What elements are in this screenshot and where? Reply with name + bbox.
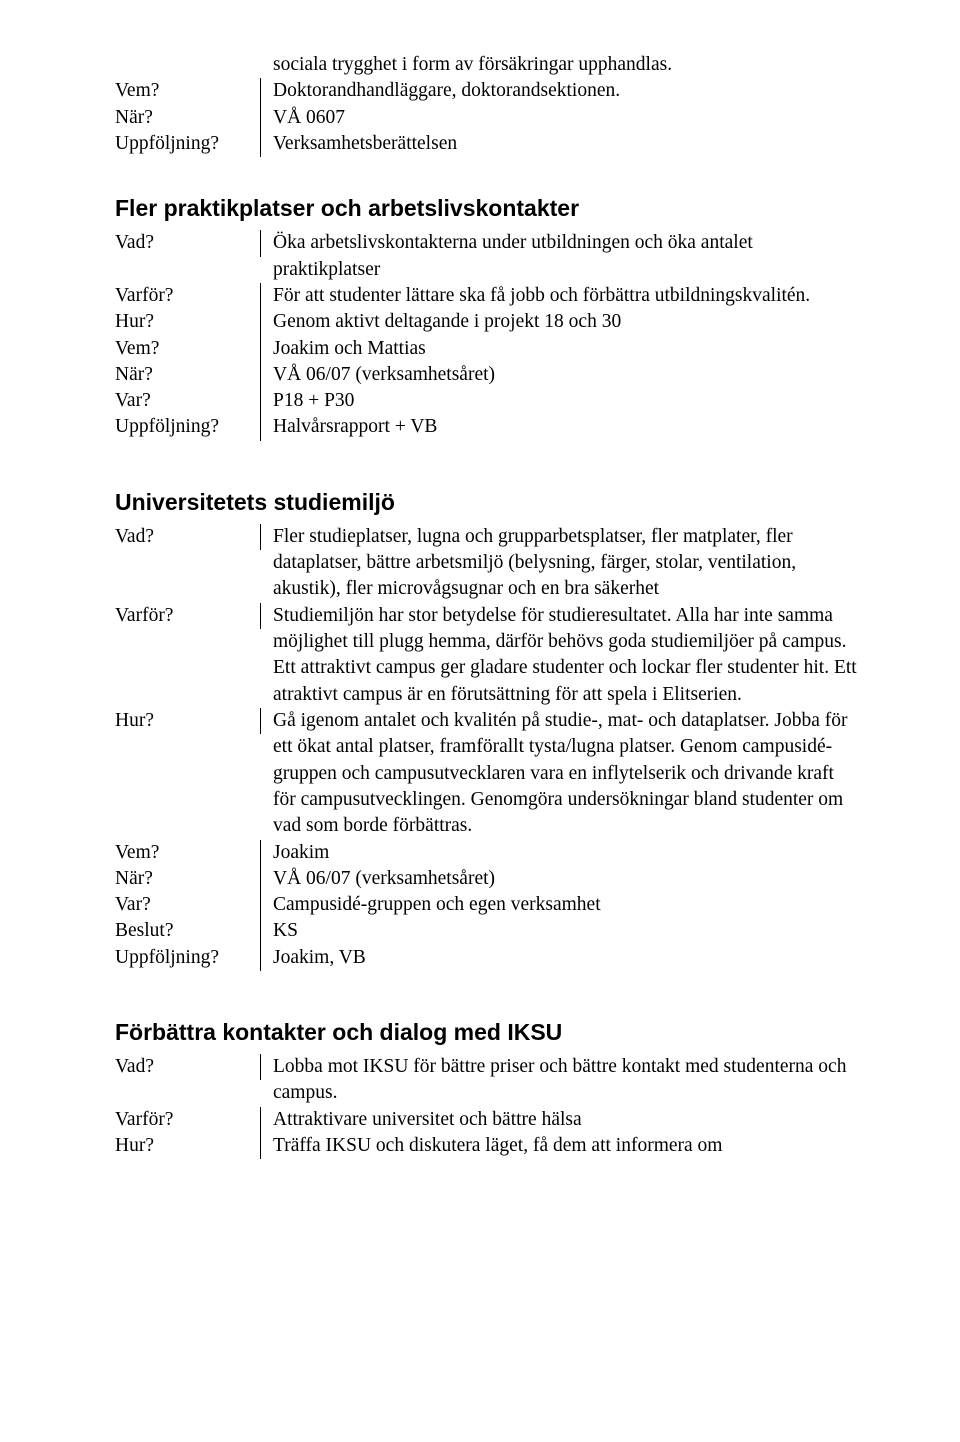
row: Vad? Öka arbetslivskontakterna under utb… [115, 230, 860, 283]
row-label: Hur? [115, 708, 261, 734]
row-label: Hur? [115, 1133, 261, 1159]
row: När? VÅ 0607 [115, 105, 860, 131]
row-label: Uppföljning? [115, 414, 261, 440]
row: Uppföljning? Joakim, VB [115, 945, 860, 971]
row-value: Joakim, VB [261, 945, 860, 971]
row-label: Varför? [115, 1107, 261, 1133]
row-value: För att studenter lättare ska få jobb oc… [261, 283, 860, 309]
row-value: VÅ 06/07 (verksamhetsåret) [261, 866, 860, 892]
row: Hur? Träffa IKSU och diskutera läget, få… [115, 1133, 860, 1159]
row-label: Vem? [115, 336, 261, 362]
row-value: Campusidé-gruppen och egen verksamhet [261, 892, 860, 918]
row-value: Joakim [261, 840, 860, 866]
row-label: Vad? [115, 524, 261, 550]
page: sociala trygghet i form av försäkringar … [0, 0, 960, 1442]
row: Vad? Lobba mot IKSU för bättre priser oc… [115, 1054, 860, 1107]
section-4: Vad? Lobba mot IKSU för bättre priser oc… [115, 1054, 860, 1159]
row-label: Uppföljning? [115, 945, 261, 971]
row-value: Verksamhetsberättelsen [261, 131, 860, 157]
row-label: Vad? [115, 230, 261, 256]
row-value: Gå igenom antalet och kvalitén på studie… [261, 708, 860, 840]
row-value: Attraktivare universitet och bättre häls… [261, 1107, 860, 1133]
row: Hur? Genom aktivt deltagande i projekt 1… [115, 309, 860, 335]
row: Var? Campusidé-gruppen och egen verksamh… [115, 892, 860, 918]
row-label: Varför? [115, 603, 261, 629]
row-value: Fler studieplatser, lugna och grupparbet… [261, 524, 860, 603]
row-value: sociala trygghet i form av försäkringar … [261, 52, 860, 78]
section-heading-iksu: Förbättra kontakter och dialog med IKSU [115, 1019, 860, 1046]
row: Hur? Gå igenom antalet och kvalitén på s… [115, 708, 860, 840]
row-value: P18 + P30 [261, 388, 860, 414]
section-heading-studiemiljo: Universitetets studiemiljö [115, 489, 860, 516]
row-label: Vad? [115, 1054, 261, 1080]
row: När? VÅ 06/07 (verksamhetsåret) [115, 866, 860, 892]
row: Vem? Joakim [115, 840, 860, 866]
row-value: Studiemiljön har stor betydelse för stud… [261, 603, 860, 708]
section-1: sociala trygghet i form av försäkringar … [115, 52, 860, 157]
row-value: Lobba mot IKSU för bättre priser och bät… [261, 1054, 860, 1107]
row-label: Uppföljning? [115, 131, 261, 157]
row-label: Vem? [115, 78, 261, 104]
row-value: VÅ 0607 [261, 105, 860, 131]
row-label: Varför? [115, 283, 261, 309]
row: När? VÅ 06/07 (verksamhetsåret) [115, 362, 860, 388]
row-label: Hur? [115, 309, 261, 335]
row: Var? P18 + P30 [115, 388, 860, 414]
row-value: Doktorandhandläggare, doktorandsektionen… [261, 78, 860, 104]
row-value: Halvårsrapport + VB [261, 414, 860, 440]
row-value: Genom aktivt deltagande i projekt 18 och… [261, 309, 860, 335]
section-2: Vad? Öka arbetslivskontakterna under utb… [115, 230, 860, 441]
row-label: Vem? [115, 840, 261, 866]
row-label: Beslut? [115, 918, 261, 944]
row: Vem? Joakim och Mattias [115, 336, 860, 362]
row-value: Joakim och Mattias [261, 336, 860, 362]
section-heading-praktikplatser: Fler praktikplatser och arbetslivskontak… [115, 195, 860, 222]
section-3: Vad? Fler studieplatser, lugna och grupp… [115, 524, 860, 971]
row-value: KS [261, 918, 860, 944]
row: Uppföljning? Verksamhetsberättelsen [115, 131, 860, 157]
row: sociala trygghet i form av försäkringar … [115, 52, 860, 78]
row: Vad? Fler studieplatser, lugna och grupp… [115, 524, 860, 603]
row-label: När? [115, 362, 261, 388]
row: Beslut? KS [115, 918, 860, 944]
row-label: Var? [115, 892, 261, 918]
row-value: VÅ 06/07 (verksamhetsåret) [261, 362, 860, 388]
row-label: När? [115, 866, 261, 892]
row: Varför? Attraktivare universitet och bät… [115, 1107, 860, 1133]
row: Varför? Studiemiljön har stor betydelse … [115, 603, 860, 708]
row-label: När? [115, 105, 261, 131]
row-value: Öka arbetslivskontakterna under utbildni… [261, 230, 860, 283]
row: Uppföljning? Halvårsrapport + VB [115, 414, 860, 440]
row: Vem? Doktorandhandläggare, doktorandsekt… [115, 78, 860, 104]
row-label: Var? [115, 388, 261, 414]
row-value: Träffa IKSU och diskutera läget, få dem … [261, 1133, 860, 1159]
row: Varför? För att studenter lättare ska få… [115, 283, 860, 309]
